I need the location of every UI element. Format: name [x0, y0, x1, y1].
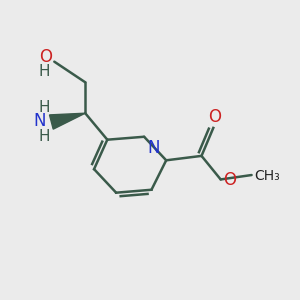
- Text: O: O: [208, 108, 221, 126]
- Text: H: H: [38, 129, 50, 144]
- Text: O: O: [223, 171, 236, 189]
- Text: O: O: [39, 48, 52, 66]
- Text: N: N: [34, 112, 46, 130]
- Polygon shape: [50, 113, 85, 129]
- Text: H: H: [38, 100, 50, 115]
- Text: H: H: [38, 64, 50, 79]
- Text: N: N: [148, 139, 160, 157]
- Text: CH₃: CH₃: [254, 169, 280, 183]
